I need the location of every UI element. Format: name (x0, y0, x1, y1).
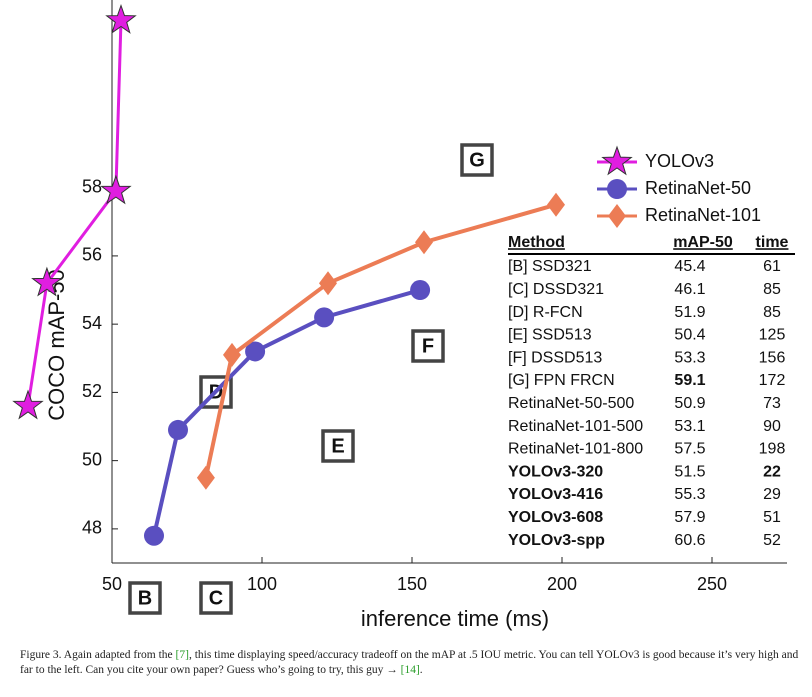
series-line (152, 288, 421, 537)
citation-link[interactable]: [14] (400, 664, 420, 676)
annotation-label: B (138, 587, 152, 609)
point (245, 341, 266, 362)
table-cell: 51.9 (674, 304, 705, 321)
annotation-label: C (209, 587, 223, 609)
table-cell: 46.1 (674, 281, 705, 298)
table-header: time (756, 234, 789, 251)
chart: inference time (ms) COCO mAP-50 50 100 150… (12, 0, 795, 631)
table-cell: [E] SSD513 (508, 327, 592, 344)
legend-label: YOLOv3 (645, 151, 714, 171)
legend-marker (607, 179, 627, 199)
legend-label: RetinaNet-50 (645, 178, 751, 198)
table-cell: YOLOv3-608 (508, 509, 603, 526)
table-cell: 57.9 (674, 509, 705, 526)
table-cell: [G] FPN FRCN (508, 372, 615, 389)
annotation-label: E (331, 435, 344, 457)
y-tick-label: 56 (82, 245, 102, 265)
x-tick-label: 150 (397, 574, 427, 594)
table-cell: 61 (763, 258, 781, 275)
point (144, 525, 164, 546)
y-tick-label: 48 (82, 518, 102, 538)
table-cell: 55.3 (674, 486, 705, 503)
table-cell: 51.5 (674, 463, 705, 480)
point (105, 3, 137, 34)
annotation-box (321, 429, 355, 463)
table-cell: 85 (763, 304, 781, 321)
table-header: Method (508, 234, 565, 251)
point (100, 174, 132, 205)
table-cell: YOLOv3-416 (508, 486, 603, 503)
table-cell: 29 (763, 486, 781, 503)
point (12, 389, 44, 420)
annotation-box (128, 581, 162, 615)
table-cell: 59.1 (674, 372, 705, 389)
point (410, 280, 431, 301)
point (196, 465, 215, 490)
table-cell: [D] R-FCN (508, 304, 583, 321)
caption-text: Figure 3. Again adapted from the (20, 649, 176, 661)
table-cell: 85 (763, 281, 781, 298)
legend-marker (601, 145, 633, 176)
table-cell: 50.4 (674, 327, 705, 344)
y-tick-label: 54 (82, 313, 102, 333)
x-tick-label: 100 (247, 574, 277, 594)
x-axis-label: inference time (ms) (361, 606, 549, 631)
series-line (26, 20, 123, 407)
table-cell: 156 (759, 349, 786, 366)
caption-text: , this time displaying speed/accuracy tr… (20, 649, 799, 676)
table-cell: 52 (763, 532, 781, 549)
table-cell: 50.9 (674, 395, 705, 412)
point (547, 192, 565, 217)
legend-label: RetinaNet-101 (645, 205, 761, 225)
point (415, 230, 433, 255)
table-cell: 53.3 (674, 349, 705, 366)
annotation-box (460, 143, 494, 177)
table-cell: 22 (763, 463, 781, 480)
table-cell: 53.1 (674, 418, 705, 435)
table-cell: 172 (759, 372, 786, 389)
y-tick-label: 58 (82, 176, 102, 196)
x-tick-label: 200 (547, 574, 577, 594)
table-cell: YOLOv3-spp (508, 532, 605, 549)
table-cell: 45.4 (674, 258, 705, 275)
x-tick-label: 250 (697, 574, 727, 594)
annotation-box (199, 581, 233, 615)
legend-marker (608, 204, 626, 228)
table-cell: [F] DSSD513 (508, 349, 602, 366)
table-cell: YOLOv3-320 (508, 463, 603, 480)
table-cell: 125 (759, 327, 786, 344)
y-tick-label: 52 (82, 381, 102, 401)
series-line (203, 202, 557, 479)
table-cell: RetinaNet-50-500 (508, 395, 634, 412)
annotation-label: G (469, 149, 485, 171)
table-cell: [B] SSD321 (508, 258, 592, 275)
point (314, 307, 335, 328)
annotation-box (411, 329, 445, 363)
table-cell: 57.5 (674, 441, 705, 458)
table-cell: 198 (759, 441, 786, 458)
table-cell: 60.6 (674, 532, 705, 549)
point (319, 271, 337, 296)
caption: Figure 3. Again adapted from the [7], th… (20, 648, 800, 678)
citation-link[interactable]: [7] (175, 649, 189, 661)
point (168, 419, 188, 440)
caption-text: . (419, 664, 423, 676)
point (223, 342, 241, 367)
y-tick-label: 50 (82, 449, 102, 469)
x-tick-label: 50 (102, 574, 122, 594)
table-cell: RetinaNet-101-500 (508, 418, 643, 435)
table-cell: [C] DSSD321 (508, 281, 604, 298)
table-cell: 90 (763, 418, 781, 435)
point (31, 266, 63, 297)
table-cell: 51 (763, 509, 781, 526)
table-header: mAP-50 (673, 234, 733, 251)
table-cell: RetinaNet-101-800 (508, 441, 643, 458)
annotation-label: F (422, 335, 434, 357)
table-cell: 73 (763, 395, 781, 412)
y-axis-label: COCO mAP-50 (44, 269, 69, 421)
